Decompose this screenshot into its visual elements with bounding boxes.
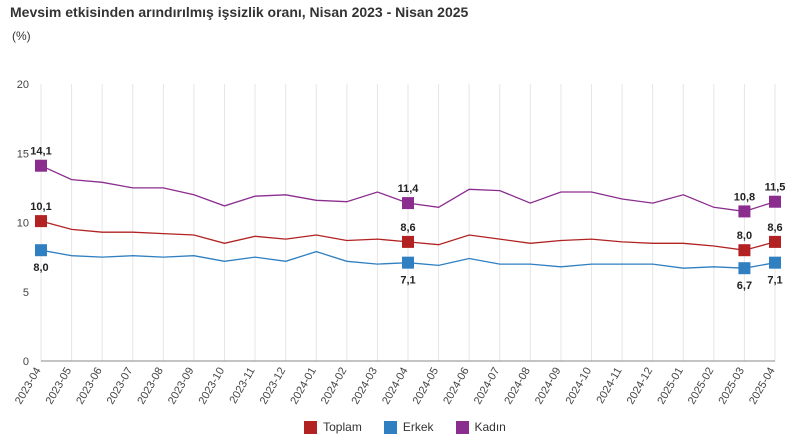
data-label-erkek-2025-03: 6,7 xyxy=(737,280,752,292)
x-tick-2024-01: 2024-01 xyxy=(288,366,319,407)
legend-label: Erkek xyxy=(402,420,434,434)
x-tick-2023-12: 2023-12 xyxy=(258,366,289,407)
y-tick-0: 0 xyxy=(23,356,29,368)
x-tick-2023-08: 2023-08 xyxy=(135,366,166,407)
x-tick-2024-08: 2024-08 xyxy=(502,366,533,407)
x-tick-2024-07: 2024-07 xyxy=(472,366,503,407)
x-tick-2024-05: 2024-05 xyxy=(411,366,442,407)
y-tick-10: 10 xyxy=(17,218,29,230)
chart-title: Mevsim etkisinden arındırılmış işsizlik … xyxy=(10,4,469,20)
legend-item-erkek[interactable]: Erkek xyxy=(383,420,434,434)
marker-toplam-2023-04 xyxy=(35,215,47,228)
x-tick-2023-11: 2023-11 xyxy=(228,366,258,406)
legend-item-kadın[interactable]: Kadın xyxy=(455,420,506,434)
data-label-toplam-2023-04: 10,1 xyxy=(30,201,51,213)
x-tick-2023-07: 2023-07 xyxy=(105,366,136,407)
data-label-kadın-2025-03: 10,8 xyxy=(734,191,755,203)
x-tick-2023-05: 2023-05 xyxy=(44,366,75,407)
x-tick-2023-10: 2023-10 xyxy=(197,366,228,407)
data-label-toplam-2025-03: 8,0 xyxy=(737,230,752,242)
x-tick-2023-09: 2023-09 xyxy=(166,366,197,407)
legend: Toplam Erkek Kadın xyxy=(0,420,810,434)
x-tick-2024-10: 2024-10 xyxy=(564,366,595,407)
marker-erkek-2025-04 xyxy=(769,256,781,269)
marker-erkek-2024-04 xyxy=(402,256,414,269)
marker-erkek-2025-03 xyxy=(738,262,751,275)
y-tick-20: 20 xyxy=(17,79,29,91)
legend-swatch xyxy=(304,420,318,434)
data-label-toplam-2024-04: 8,6 xyxy=(400,222,415,234)
x-tick-2023-04: 2023-04 xyxy=(13,366,44,407)
data-label-kadın-2023-04: 14,1 xyxy=(30,146,51,158)
x-tick-2024-04: 2024-04 xyxy=(380,366,411,407)
x-tick-2024-02: 2024-02 xyxy=(319,366,350,407)
x-tick-2024-11: 2024-11 xyxy=(595,366,625,406)
x-tick-2024-03: 2024-03 xyxy=(349,366,380,407)
x-tick-2025-04: 2025-04 xyxy=(747,366,778,407)
unit-label: (%) xyxy=(12,29,31,43)
marker-erkek-2023-04 xyxy=(35,244,47,257)
marker-toplam-2024-04 xyxy=(402,235,414,248)
marker-kadın-2025-04 xyxy=(769,195,781,208)
data-label-erkek-2025-04: 7,1 xyxy=(767,275,782,287)
marker-toplam-2025-03 xyxy=(738,244,751,257)
data-label-erkek-2023-04: 8,0 xyxy=(33,262,48,274)
marker-kadın-2023-04 xyxy=(35,159,47,172)
legend-label: Kadın xyxy=(474,420,506,434)
marker-toplam-2025-04 xyxy=(769,235,781,248)
legend-swatch xyxy=(383,420,397,434)
x-tick-2025-02: 2025-02 xyxy=(686,366,717,407)
legend-item-toplam[interactable]: Toplam xyxy=(304,420,362,434)
legend-swatch xyxy=(455,420,469,434)
legend-label: Toplam xyxy=(323,420,362,434)
data-label-toplam-2025-04: 8,6 xyxy=(767,222,782,234)
data-label-kadın-2024-04: 11,4 xyxy=(398,183,420,195)
x-tick-2024-06: 2024-06 xyxy=(441,366,472,407)
marker-kadın-2024-04 xyxy=(402,197,414,210)
data-label-kadın-2025-04: 11,5 xyxy=(765,182,786,194)
x-tick-2025-01: 2025-01 xyxy=(655,366,686,407)
x-tick-2025-03: 2025-03 xyxy=(716,366,747,407)
y-tick-15: 15 xyxy=(17,148,29,160)
data-label-erkek-2024-04: 7,1 xyxy=(400,275,415,287)
marker-kadın-2025-03 xyxy=(738,205,751,218)
x-tick-2023-06: 2023-06 xyxy=(74,366,105,407)
x-tick-2024-09: 2024-09 xyxy=(533,366,564,407)
y-tick-5: 5 xyxy=(23,287,29,299)
x-tick-2024-12: 2024-12 xyxy=(625,366,656,407)
